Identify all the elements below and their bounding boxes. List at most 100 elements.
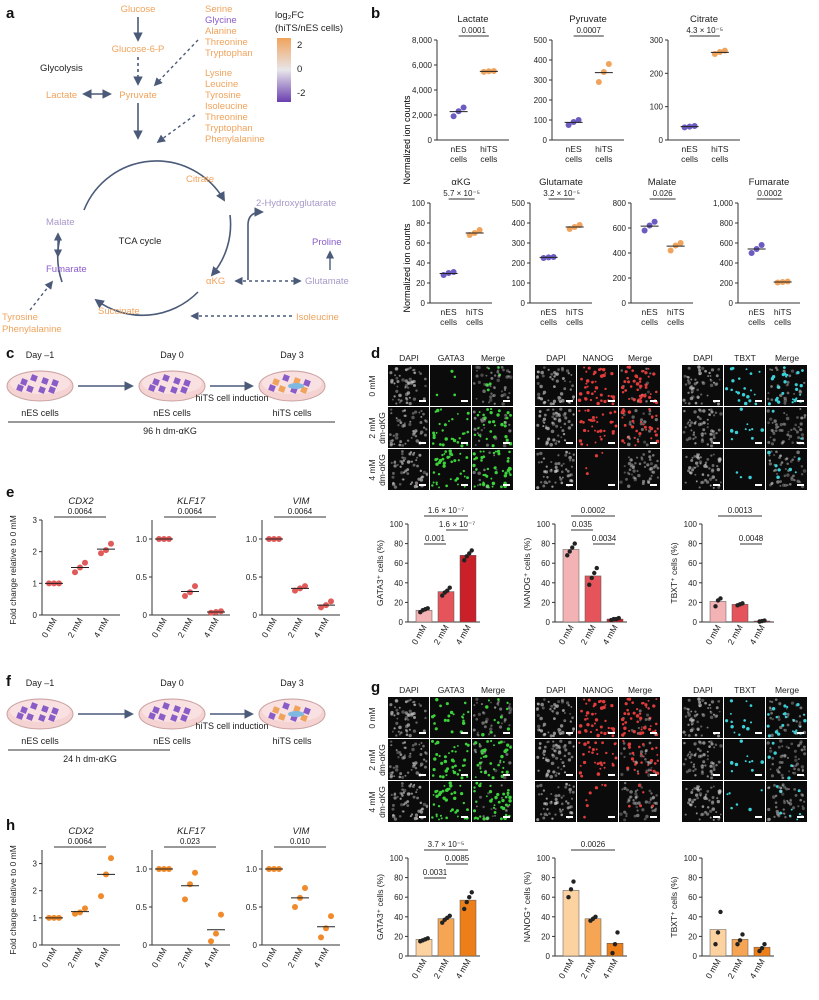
nucleus-dot — [697, 697, 701, 701]
nucleus-dot — [572, 398, 575, 401]
nucleus-dot — [449, 478, 452, 481]
channel-label: TBXT — [734, 685, 756, 695]
nucleus-dot — [623, 380, 627, 384]
cell-shape — [272, 706, 280, 714]
nucleus-dot — [686, 707, 689, 710]
x-cat-label: 2 mM — [285, 946, 304, 969]
nucleus-dot — [422, 412, 425, 416]
nucleus-dot — [713, 746, 716, 749]
p-value: 0.0064 — [68, 507, 93, 516]
x-cat-label: 0 mM — [259, 616, 278, 639]
nucleus-dot — [627, 456, 630, 459]
nucleus-dot — [437, 804, 441, 808]
bar-point — [467, 551, 472, 556]
nucleus-dot — [788, 770, 791, 773]
nucleus-dot — [399, 421, 403, 424]
nucleus-dot — [419, 753, 423, 757]
nucleus-dot — [698, 417, 702, 421]
nucleus-dot — [715, 810, 718, 814]
nucleus-dot — [500, 390, 503, 393]
nucleus-dot — [708, 745, 711, 748]
nucleus-dot — [483, 416, 487, 420]
nucleus-dot — [550, 468, 553, 471]
nucleus-dot — [480, 760, 483, 764]
nucleus-dot — [701, 712, 705, 716]
nucleus-dot — [414, 813, 419, 817]
nucleus-dot — [780, 441, 784, 445]
nucleus-dot — [710, 454, 713, 457]
nucleus-dot — [639, 420, 643, 424]
nucleus-dot — [794, 383, 798, 387]
nucleus-dot — [694, 473, 697, 476]
nucleus-dot — [782, 808, 785, 811]
nucleus-dot — [570, 797, 574, 800]
nucleus-dot — [404, 442, 407, 445]
nucleus-dot — [783, 412, 786, 415]
nucleus-dot — [493, 374, 497, 377]
nucleus-dot — [629, 790, 633, 794]
nucleus-dot — [496, 721, 500, 724]
fold-point — [328, 913, 334, 920]
nucleus-dot — [499, 761, 502, 764]
nucleus-dot — [700, 764, 705, 769]
nucleus-dot — [542, 816, 546, 820]
nucleus-dot — [636, 388, 639, 392]
nucleus-dot — [654, 433, 658, 437]
nucleus-dot — [451, 765, 455, 769]
x-cat-label: 2 mM — [175, 946, 194, 969]
nucleus-dot — [395, 708, 399, 712]
nucleus-dot — [505, 438, 509, 442]
nucleus-dot — [650, 747, 654, 751]
nucleus-dot — [640, 457, 644, 461]
bar-point — [592, 570, 597, 576]
nucleus-dot — [488, 790, 493, 794]
nucleus-dot — [569, 388, 573, 391]
nucleus-dot — [560, 426, 562, 429]
nucleus-dot — [411, 415, 415, 420]
nucleus-dot — [393, 796, 397, 800]
nucleus-dot — [774, 730, 779, 734]
y-tick-label: 0 — [659, 136, 664, 145]
nucleus-dot — [422, 397, 426, 401]
nucleus-dot — [737, 377, 741, 380]
ion-plot-fumarate: 02004006008001,000Fumarate0.0002nEScells… — [713, 177, 800, 327]
nucleus-dot — [777, 715, 781, 719]
nucleus-dot — [634, 792, 638, 796]
nucleus-dot — [704, 701, 707, 705]
nucleus-dot — [491, 481, 496, 486]
nucleus-dot — [714, 411, 718, 415]
nucleus-dot — [543, 421, 546, 424]
nucleus-dot — [648, 789, 652, 793]
bar-point — [462, 906, 467, 912]
aa1-item: Alanine — [205, 26, 237, 37]
nucleus-dot — [435, 483, 438, 486]
nucleus-dot — [702, 421, 706, 425]
nucleus-dot — [497, 366, 500, 369]
nucleus-dot — [559, 477, 563, 481]
nucleus-dot — [799, 798, 802, 802]
nucleus-dot — [560, 758, 562, 761]
nucleus-dot — [694, 461, 699, 465]
nucleus-dot — [638, 380, 642, 384]
nucleus-dot — [691, 718, 695, 722]
nucleus-dot — [508, 761, 512, 765]
nucleus-dot — [632, 476, 636, 479]
bar — [584, 918, 602, 957]
nucleus-dot — [760, 428, 765, 432]
fold-point — [108, 540, 114, 547]
nucleus-dot — [635, 376, 639, 379]
nucleus-dot — [405, 401, 409, 405]
nucleus-dot — [698, 371, 702, 376]
nucleus-dot — [553, 375, 556, 378]
nucleus-dot — [626, 376, 629, 380]
nucleus-dot — [634, 408, 638, 413]
nucleus-dot — [445, 702, 449, 706]
nucleus-dot — [425, 428, 428, 431]
nucleus-dot — [748, 428, 751, 432]
y-tick-label: 1.0 — [136, 865, 148, 874]
nucleus-dot — [548, 480, 551, 483]
fold-point — [182, 896, 188, 903]
nucleus-dot — [775, 809, 779, 814]
nucleus-dot — [774, 794, 778, 798]
nucleus-dot — [734, 430, 739, 435]
